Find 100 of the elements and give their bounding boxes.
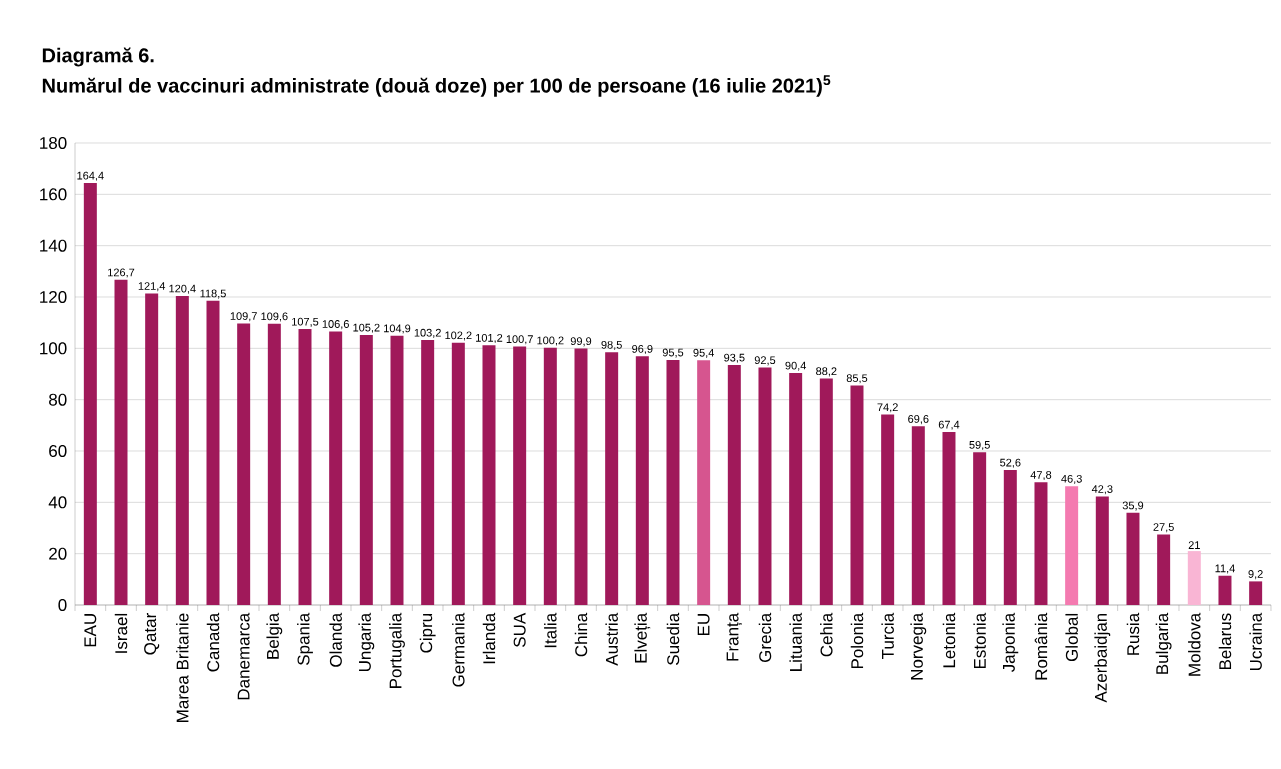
x-tick-label: Austria bbox=[605, 612, 618, 666]
data-label: 85,5 bbox=[846, 374, 868, 384]
bar bbox=[359, 334, 373, 605]
x-tick-label: Franța bbox=[726, 612, 742, 661]
bar bbox=[1126, 512, 1140, 605]
data-label: 99,9 bbox=[570, 337, 592, 347]
data-label: 106,6 bbox=[322, 320, 349, 330]
data-label: 52,6 bbox=[1000, 458, 1021, 468]
x-tick-label: EAU bbox=[84, 614, 97, 647]
y-tick-label: 0 bbox=[58, 598, 67, 612]
data-label: 35,9 bbox=[1122, 501, 1144, 511]
x-tick-label: Germania bbox=[452, 612, 465, 687]
bar bbox=[206, 300, 220, 605]
x-tick-label: Elveția bbox=[634, 612, 651, 663]
x-tick-label: Cipru bbox=[419, 613, 436, 653]
data-label: 103,2 bbox=[414, 328, 441, 338]
bar bbox=[1157, 534, 1171, 605]
bar bbox=[237, 323, 251, 605]
chart-title: Diagramă 6. bbox=[42, 47, 154, 67]
bar bbox=[605, 352, 619, 605]
bar bbox=[635, 356, 649, 605]
bar bbox=[421, 340, 435, 605]
bar bbox=[789, 372, 803, 605]
x-tick-label: Turcia bbox=[881, 612, 894, 660]
bar bbox=[482, 345, 496, 605]
x-tick-label: Bulgaria bbox=[1155, 612, 1172, 674]
data-label: 74,2 bbox=[877, 403, 898, 413]
data-label: 95,4 bbox=[693, 348, 715, 358]
bar bbox=[850, 385, 864, 605]
data-label: 120,4 bbox=[169, 284, 196, 294]
bar bbox=[697, 360, 711, 605]
y-tick-label: 160 bbox=[40, 188, 67, 201]
data-label: 100,7 bbox=[506, 335, 533, 345]
x-tick-label: Global bbox=[1065, 613, 1078, 662]
data-label: 93,5 bbox=[724, 353, 745, 363]
y-tick-label: 120 bbox=[40, 290, 67, 304]
data-label: 100,2 bbox=[537, 336, 564, 346]
data-label: 69,6 bbox=[908, 415, 929, 425]
data-label: 98,5 bbox=[601, 340, 622, 350]
bar bbox=[1218, 575, 1232, 605]
data-label: 67,4 bbox=[938, 420, 960, 430]
data-label: 92,5 bbox=[754, 356, 776, 366]
x-tick-label: Cehia bbox=[820, 612, 833, 657]
x-tick-label: Qatar bbox=[144, 613, 160, 655]
bar bbox=[727, 365, 741, 605]
data-label: 101,2 bbox=[476, 333, 503, 344]
y-tick-label: 100 bbox=[40, 342, 67, 355]
data-label: 109,6 bbox=[261, 312, 288, 322]
x-tick-label: SUA bbox=[513, 612, 526, 647]
data-label: 90,4 bbox=[785, 361, 807, 371]
x-tick-label: Letonia bbox=[942, 612, 956, 668]
data-label: 21 bbox=[1188, 541, 1200, 549]
data-label: 46,3 bbox=[1061, 474, 1082, 484]
x-tick-label: România bbox=[1034, 612, 1048, 680]
x-tick-label: Polonia bbox=[850, 612, 864, 669]
bar bbox=[1034, 482, 1048, 605]
x-tick-label: Italia bbox=[544, 612, 557, 648]
x-tick-label: Olanda bbox=[329, 612, 342, 667]
data-label: 104,9 bbox=[384, 324, 411, 334]
bar bbox=[666, 359, 680, 605]
bar bbox=[942, 432, 956, 605]
bar bbox=[145, 293, 159, 605]
chart-subtitle: Numărul de vaccinuri administrate (două doze) per 100 de persoane (16 iulie 2021)$^{5}$ bbox=[42, 75, 831, 97]
bar bbox=[1249, 581, 1263, 605]
bar bbox=[881, 414, 895, 605]
bar bbox=[543, 347, 557, 605]
data-label: 96,9 bbox=[632, 345, 653, 355]
y-tick-label: 140 bbox=[40, 239, 67, 252]
y-tick-label: 80 bbox=[49, 393, 67, 406]
bar bbox=[819, 378, 833, 605]
bar bbox=[298, 329, 312, 605]
bar bbox=[911, 426, 925, 605]
x-tick-label: Ungaria bbox=[358, 612, 375, 672]
bar bbox=[1095, 496, 1109, 605]
x-tick-label: Irlanda bbox=[482, 612, 496, 664]
data-label: 164,4 bbox=[77, 171, 104, 181]
x-tick-label: Israel bbox=[114, 613, 128, 653]
data-label: 107,5 bbox=[292, 317, 319, 327]
data-label: 121,4 bbox=[138, 282, 166, 292]
x-tick-label: Marea Britanie bbox=[176, 613, 189, 722]
y-tick-label: 180 bbox=[40, 136, 67, 150]
x-tick-label: Portugalia bbox=[389, 612, 405, 688]
x-tick-label: Azerbaidjan bbox=[1094, 613, 1111, 703]
bar bbox=[451, 342, 465, 605]
x-tick-label: Belgia bbox=[266, 612, 283, 659]
data-label: 42,3 bbox=[1091, 485, 1113, 495]
bar bbox=[513, 346, 527, 605]
x-tick-label: Norvegia bbox=[910, 612, 927, 680]
x-tick-label: Rusia bbox=[1126, 612, 1140, 655]
data-label: 109,7 bbox=[230, 312, 257, 322]
data-label: 9,2 bbox=[1248, 570, 1263, 580]
data-label: 27,5 bbox=[1153, 523, 1174, 533]
x-tick-label: China bbox=[574, 612, 588, 657]
x-tick-label: Lituania bbox=[789, 612, 802, 671]
x-tick-label: Spania bbox=[297, 612, 313, 665]
bar bbox=[1065, 486, 1079, 605]
y-tick-label: 60 bbox=[49, 444, 67, 458]
bar bbox=[390, 335, 404, 605]
bar bbox=[329, 331, 343, 605]
bar bbox=[1003, 469, 1017, 605]
